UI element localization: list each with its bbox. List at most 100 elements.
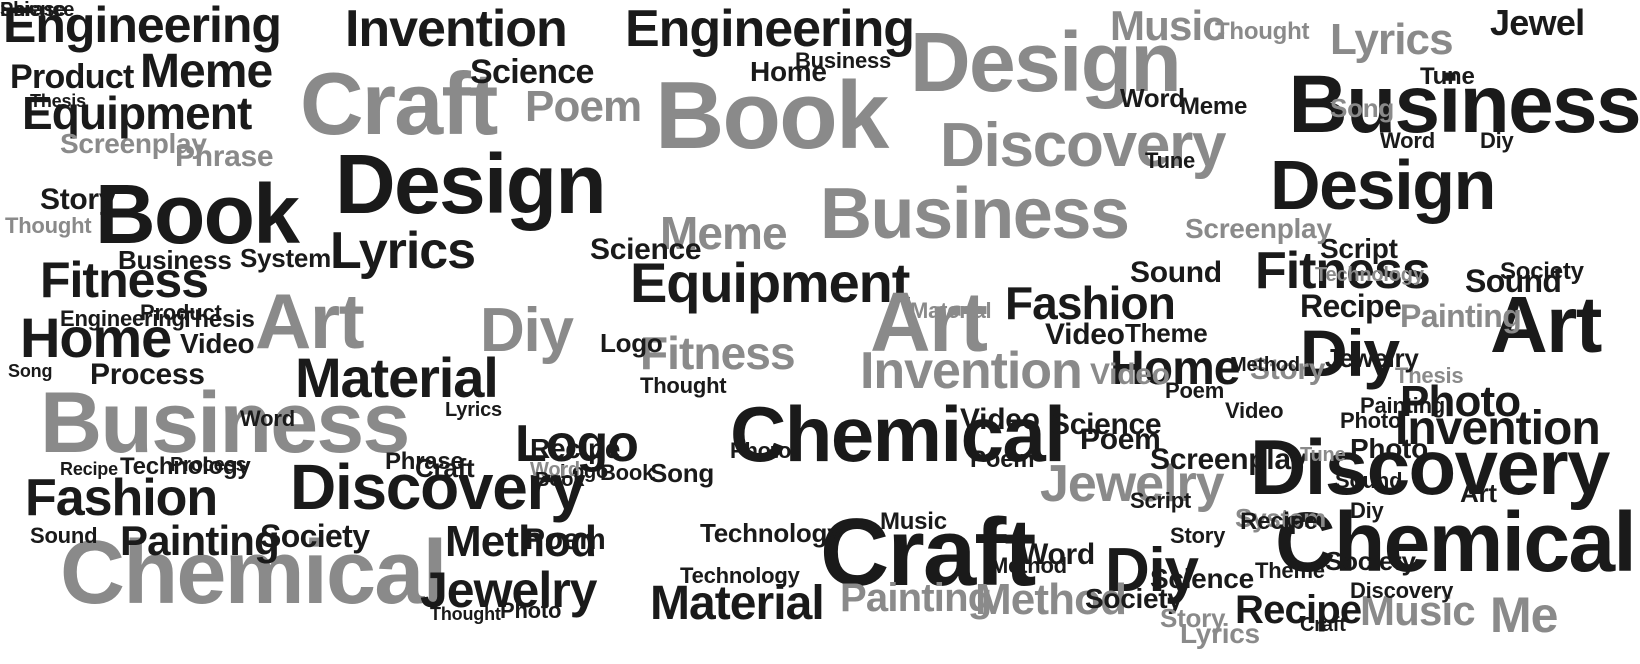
cloud-word: Word <box>530 459 580 481</box>
cloud-word: Photo <box>1400 377 1521 426</box>
cloud-word: Recipe <box>1300 288 1402 324</box>
cloud-word: Screenplay <box>1150 443 1308 476</box>
cloud-word: Phrase <box>385 448 464 475</box>
cloud-word: Technology <box>120 453 251 480</box>
cloud-word: Invention <box>1395 402 1601 455</box>
cloud-word: Sound <box>30 523 98 548</box>
cloud-word: Me <box>1490 587 1558 643</box>
cloud-word: Story <box>40 183 116 216</box>
cloud-word: Script <box>1130 488 1192 513</box>
cloud-word: Painting <box>120 517 280 564</box>
cloud-word: Sound <box>1465 263 1562 299</box>
cloud-word: Jewelry <box>420 562 597 618</box>
cloud-word: Meme <box>660 207 788 259</box>
cloud-word: Society <box>1085 583 1183 614</box>
cloud-word: Engineering <box>60 306 185 331</box>
cloud-word: Song <box>1330 93 1394 123</box>
cloud-word: Theme <box>1255 558 1325 583</box>
cloud-word: Song <box>650 458 714 488</box>
cloud-word: Thesis <box>30 91 86 111</box>
cloud-word: Material <box>650 577 825 630</box>
cloud-word: Chemical <box>1275 495 1637 589</box>
cloud-word: Product <box>140 300 222 325</box>
cloud-word: Tune <box>1300 444 1346 466</box>
cloud-word: Science <box>1050 408 1162 441</box>
cloud-word: Diy <box>1350 498 1384 523</box>
cloud-word: Home <box>750 56 827 87</box>
cloud-word: Chemical <box>730 390 1066 478</box>
cloud-word: Screenplay <box>60 128 207 159</box>
cloud-word: Discovery <box>1350 578 1454 603</box>
cloud-word: Painting <box>840 576 992 620</box>
cloud-word: Video <box>1225 398 1284 423</box>
cloud-word: Song <box>8 361 53 381</box>
cloud-word: Business <box>40 375 410 471</box>
cloud-word: Video <box>1045 318 1125 351</box>
cloud-word: Business <box>1288 59 1640 150</box>
cloud-word: Equipment <box>22 87 252 139</box>
cloud-word: Diy <box>1300 316 1400 390</box>
cloud-word: Design <box>1270 146 1496 224</box>
cloud-word: Fitness <box>40 252 209 308</box>
cloud-word: Home <box>20 306 172 369</box>
cloud-word: Thesis <box>180 306 255 333</box>
cloud-word: Science <box>470 53 594 91</box>
cloud-word: Story <box>1160 603 1226 633</box>
cloud-word: Engineering <box>625 0 915 58</box>
cloud-word: Technology <box>1315 264 1424 286</box>
cloud-word: Technology <box>700 518 842 548</box>
cloud-word: Fashion <box>25 469 218 527</box>
cloud-word: Thesis <box>1395 363 1464 388</box>
cloud-word: Thought <box>5 213 92 238</box>
cloud-word: Business <box>795 48 892 73</box>
cloud-word: Process <box>170 454 247 476</box>
cloud-word: Meme <box>1180 93 1248 120</box>
cloud-word: Art <box>1460 478 1497 508</box>
cloud-word: Product <box>10 58 134 96</box>
cloud-word: Society <box>1325 546 1416 576</box>
cloud-word: Story <box>1250 353 1326 386</box>
cloud-word: Book <box>655 62 889 169</box>
cloud-word: Recipe <box>530 433 621 464</box>
cloud-word: Script <box>1320 233 1398 264</box>
cloud-word: Discovery <box>1250 423 1610 511</box>
cloud-word: Method <box>975 575 1127 624</box>
cloud-word: Discovery <box>940 111 1226 180</box>
cloud-word: Tune <box>1145 148 1196 173</box>
cloud-word: Poem <box>525 82 642 131</box>
cloud-word: Painting <box>1360 393 1446 418</box>
cloud-word: Art <box>870 275 988 369</box>
cloud-word: Poem <box>970 446 1035 473</box>
cloud-word: Fitness <box>640 327 796 379</box>
cloud-word: Diy <box>1480 128 1514 153</box>
cloud-word: Invention <box>345 0 568 58</box>
cloud-word: Tune <box>1420 63 1475 90</box>
cloud-word: Photo <box>1350 433 1428 464</box>
cloud-word: System <box>1235 503 1326 533</box>
cloud-word: Phrase <box>175 140 274 173</box>
cloud-word: Sound <box>1130 256 1222 289</box>
cloud-word: Engineering <box>3 0 282 53</box>
cloud-word: Painting <box>1400 298 1522 334</box>
cloud-word: Jewelry <box>1040 455 1225 513</box>
cloud-word: Method <box>990 553 1067 578</box>
cloud-word: Photo <box>1340 408 1402 433</box>
cloud-word: Technology <box>680 563 800 588</box>
cloud-word: Science <box>590 233 702 266</box>
cloud-word: Lyrics <box>1330 15 1454 64</box>
cloud-word: Craft <box>1300 614 1346 636</box>
cloud-word: Method <box>1230 354 1300 376</box>
cloud-word: Sound <box>1335 468 1403 493</box>
cloud-word: Word <box>1020 538 1095 571</box>
cloud-word: Word <box>240 406 295 431</box>
cloud-word: Material <box>910 298 992 323</box>
cloud-word: Photo <box>730 438 792 463</box>
cloud-word: Video <box>960 403 1040 436</box>
cloud-word: Book <box>600 460 655 485</box>
cloud-word: Screenplay <box>1185 213 1332 244</box>
cloud-word: Poem <box>1165 378 1225 403</box>
cloud-word: Book <box>95 167 300 261</box>
cloud-word: Science <box>1150 563 1254 594</box>
cloud-word: Material <box>295 346 499 409</box>
cloud-word: Home <box>1110 342 1240 395</box>
